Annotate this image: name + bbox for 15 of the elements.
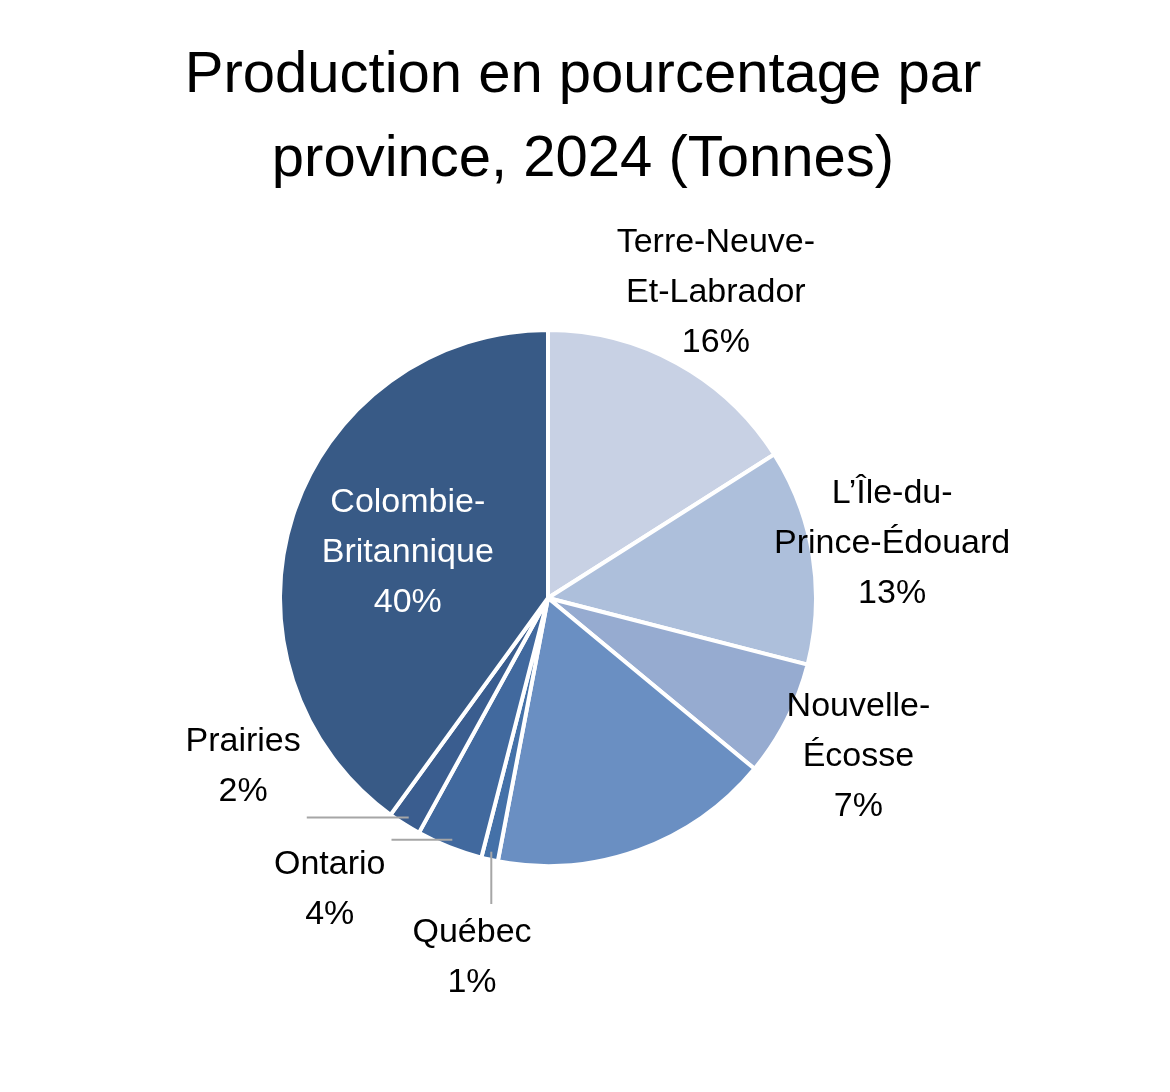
data-label: 4% xyxy=(305,893,355,932)
data-label: 16% xyxy=(681,321,750,360)
chart-title: Production en pourcentage par province, 2024 (Tonnes) xyxy=(183,38,983,191)
slice-label: Colombie-Britannique xyxy=(321,481,494,570)
slice-label: Prairies xyxy=(185,720,301,759)
slice-label: Nouvelle-Écosse xyxy=(786,684,931,773)
data-label: 7% xyxy=(833,784,883,823)
slice-label: Ontario xyxy=(273,843,386,882)
slice-label: Terre-Neuve-Et-Labrador xyxy=(616,221,816,310)
data-label: 1% xyxy=(447,961,497,1000)
slice-label: Québec xyxy=(412,911,532,950)
data-label: 2% xyxy=(218,770,268,809)
data-label: 40% xyxy=(373,581,442,620)
data-label: 13% xyxy=(858,572,927,611)
slice-label: L’Île-du-Prince-Édouard xyxy=(773,472,1011,561)
